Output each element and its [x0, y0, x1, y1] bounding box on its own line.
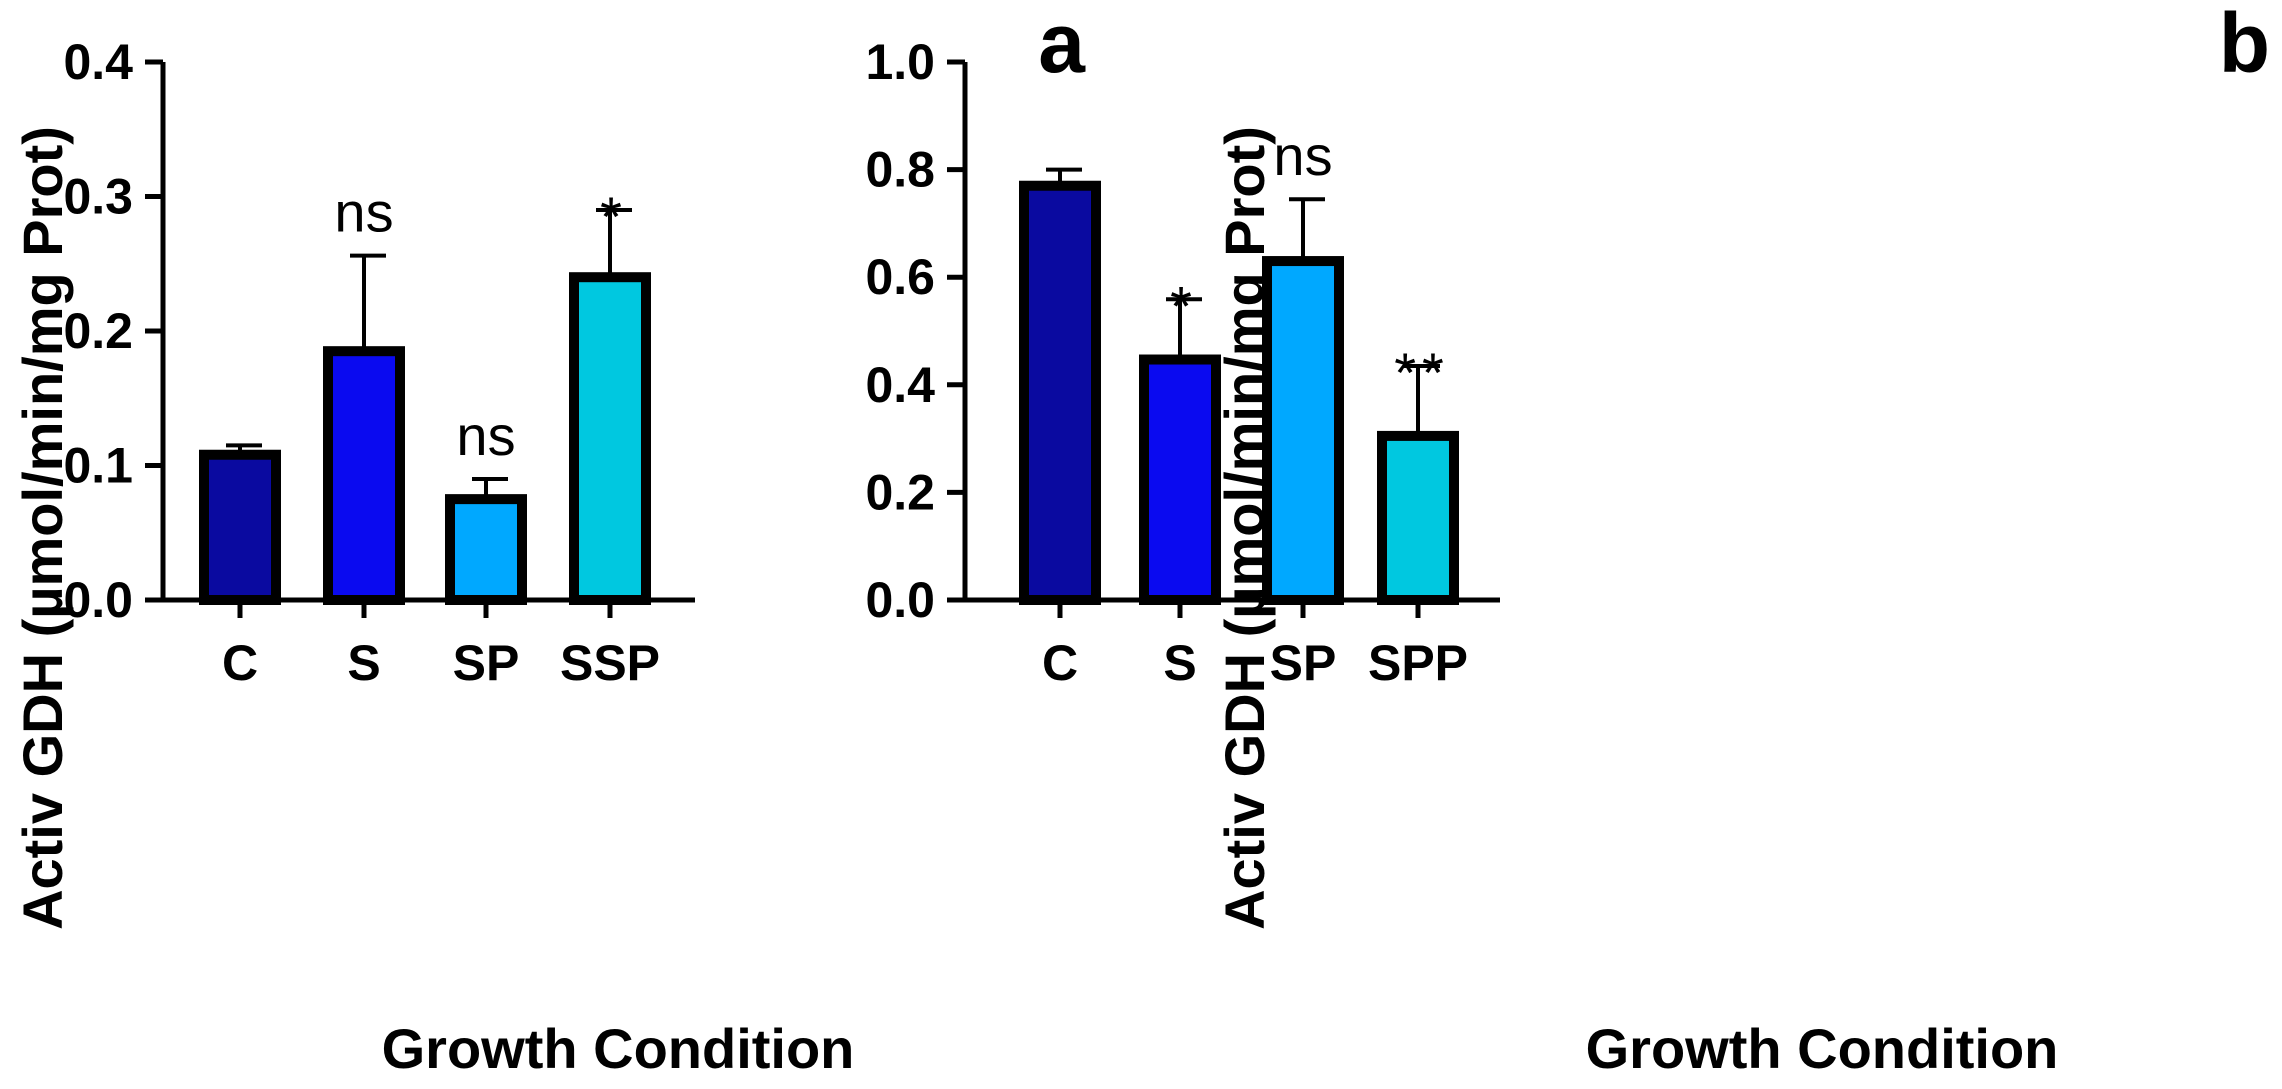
significance-label: ns [456, 404, 515, 467]
significance-label: ns [1273, 124, 1332, 187]
bar-c [1019, 180, 1101, 606]
bar-sp [1262, 256, 1344, 605]
bar-ssp [569, 272, 651, 605]
x-tick-label: SP [453, 635, 520, 691]
panel-label: a [1038, 0, 1086, 90]
bar-c [199, 449, 281, 605]
y-tick-label: 0.2 [865, 464, 935, 520]
bar-spp [1377, 430, 1459, 605]
significance-label: * [1170, 274, 1198, 337]
x-axis-title: Growth Condition [382, 1017, 855, 1080]
x-tick-label: SSP [560, 635, 660, 691]
x-tick-label: SPP [1368, 635, 1468, 691]
bar-s [323, 346, 405, 605]
x-axis-title: Growth Condition [1586, 1017, 2059, 1080]
chart-panel-b: b Activ GDH (µmol/min/mg Prot) Growth Co… [865, 0, 2270, 1080]
panel-label: b [2219, 0, 2270, 90]
x-tick-label: S [1163, 635, 1196, 691]
significance-label: ** [1394, 341, 1450, 404]
y-tick-label: 0.6 [865, 249, 935, 305]
bar-s [1139, 354, 1221, 605]
chart-panel-a: a Activ GDH (µmol/min/mg Prot) Growth Co… [11, 0, 1086, 1080]
significance-label: * [600, 185, 628, 248]
y-tick-label: 0.0 [865, 572, 935, 628]
y-axis-title: Activ GDH (µmol/min/mg Prot) [11, 126, 74, 930]
y-tick-label: 1.0 [865, 34, 935, 90]
significance-label: ns [334, 181, 393, 244]
y-tick-label: 0.0 [63, 572, 133, 628]
x-tick-label: C [1042, 635, 1078, 691]
y-tick-label: 0.8 [865, 142, 935, 198]
bar-sp [445, 494, 527, 605]
x-tick-label: SP [1270, 635, 1337, 691]
y-tick-label: 0.4 [63, 34, 133, 90]
y-tick-label: 0.2 [63, 303, 133, 359]
y-tick-label: 0.1 [63, 438, 133, 494]
y-tick-label: 0.4 [865, 357, 935, 413]
x-tick-label: C [222, 635, 258, 691]
x-tick-label: S [347, 635, 380, 691]
y-tick-label: 0.3 [63, 169, 133, 225]
